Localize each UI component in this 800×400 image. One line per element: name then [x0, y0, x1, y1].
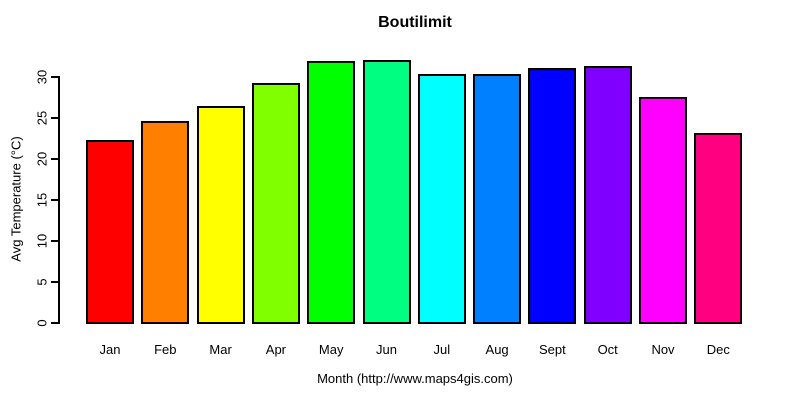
y-axis-line	[58, 76, 60, 324]
x-axis-tick-label-jan: Jan	[99, 342, 121, 357]
bar-jul	[417, 74, 466, 324]
x-axis-label: Month (http://www.maps4gis.com)	[317, 371, 513, 386]
y-axis-label: Avg Temperature (°C)	[8, 136, 24, 262]
y-axis-tick	[51, 199, 58, 201]
y-axis-tick	[51, 240, 58, 242]
bar-jun	[362, 59, 411, 324]
bar-aug	[473, 74, 522, 324]
x-axis-tick-label-sept: Sept	[539, 342, 566, 357]
bar-sept	[528, 67, 577, 324]
x-axis-tick-label-jul: Jul	[433, 342, 451, 357]
bar-nov	[639, 97, 687, 324]
chart-title: Boutilimit	[378, 14, 452, 31]
x-axis-tick-label-oct: Oct	[597, 342, 618, 357]
x-axis-tick-label-feb: Feb	[154, 342, 177, 357]
x-axis-tick-label-jun: Jun	[376, 342, 397, 357]
x-axis-tick-label-may: May	[318, 342, 344, 357]
bar-jan	[86, 139, 134, 324]
x-axis-tick-label-dec: Dec	[706, 342, 730, 357]
y-axis-tick-label: 15	[34, 192, 50, 208]
y-axis-tick	[51, 158, 58, 160]
bar-apr	[251, 83, 300, 324]
bar-feb	[141, 121, 190, 324]
x-axis-tick-label-nov: Nov	[651, 342, 675, 357]
y-axis-tick	[51, 322, 58, 324]
x-axis-tick-label-apr: Apr	[265, 342, 287, 357]
y-axis-tick-label: 5	[34, 278, 50, 286]
y-axis-tick	[51, 117, 58, 119]
x-axis-tick-label-mar: Mar	[209, 342, 232, 357]
y-axis-tick-label: 30	[34, 69, 50, 85]
bar-dec	[694, 132, 743, 324]
bar-mar	[196, 105, 245, 324]
bar-oct	[583, 66, 632, 324]
y-axis-tick-label: 25	[34, 110, 50, 126]
y-axis-tick	[51, 281, 58, 283]
y-axis-tick-label: 10	[34, 233, 50, 249]
y-axis-tick-label: 0	[34, 319, 50, 327]
bar-may	[307, 61, 356, 324]
x-axis-tick-label-aug: Aug	[485, 342, 509, 357]
y-axis-tick	[51, 76, 58, 78]
y-axis-tick-label: 20	[34, 151, 50, 167]
